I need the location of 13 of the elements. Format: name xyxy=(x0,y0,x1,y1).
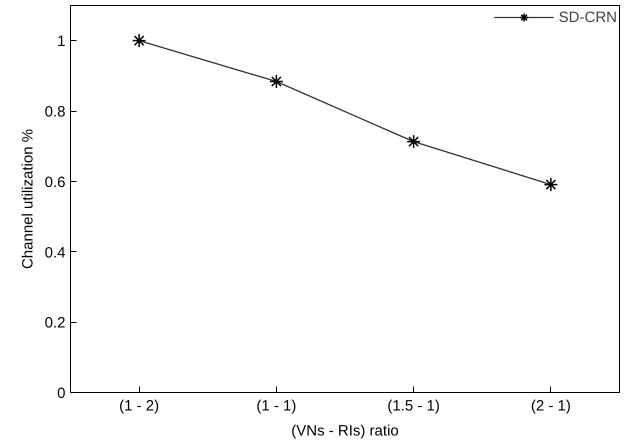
y-tick-label: 1 xyxy=(57,33,66,50)
x-tick-label: (1.5 - 1) xyxy=(387,398,440,414)
y-axis-title: Channel utilization % xyxy=(20,128,37,270)
y-tick-label: 0.2 xyxy=(44,314,66,332)
legend-label: SD-CRN xyxy=(558,8,617,26)
x-axis-title: (VNs - RIs) ratio xyxy=(291,422,399,440)
x-tick-label: (1 - 1) xyxy=(256,398,296,414)
y-tick-label: 0.8 xyxy=(44,104,66,121)
x-tick-label: (2 - 1) xyxy=(530,398,571,414)
y-tick-label: 0.4 xyxy=(44,244,66,262)
y-tick-label: 0 xyxy=(57,385,66,402)
y-tick-label: 0.6 xyxy=(44,174,66,191)
x-tick-label: (1 - 2) xyxy=(119,398,160,414)
